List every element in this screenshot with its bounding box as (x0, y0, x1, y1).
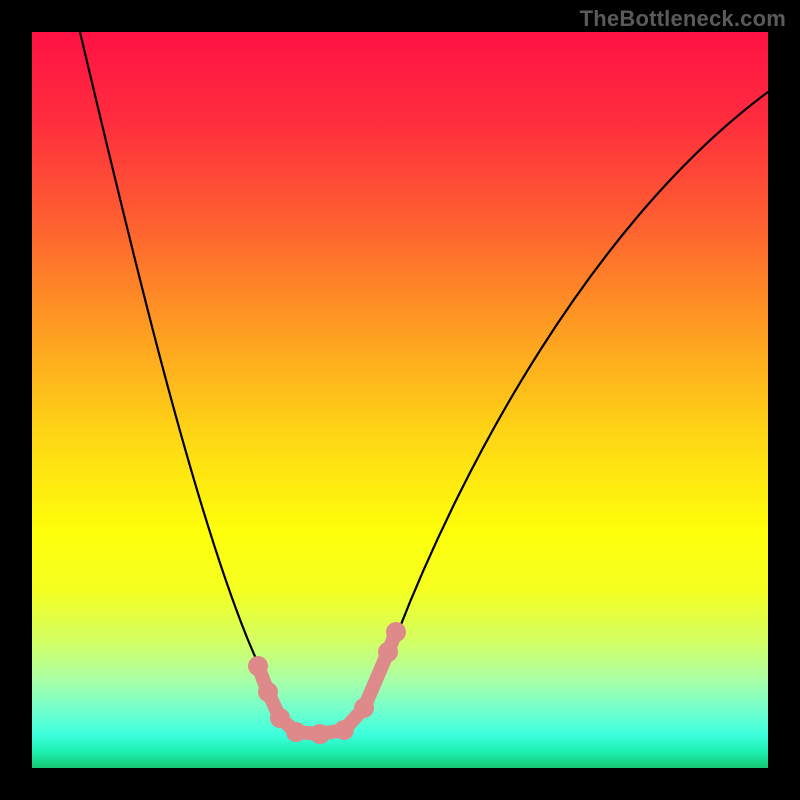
watermark-text: TheBottleneck.com (580, 6, 786, 32)
marker-dot (354, 698, 374, 718)
marker-group (248, 622, 406, 744)
marker-dot (270, 708, 290, 728)
bottleneck-curve (80, 32, 768, 734)
marker-dot (378, 642, 398, 662)
marker-dot (386, 622, 406, 642)
marker-dot (334, 720, 354, 740)
plot-area (32, 32, 768, 768)
marker-dot (258, 682, 278, 702)
marker-dot (286, 722, 306, 742)
chart-svg (32, 32, 768, 768)
marker-dot (310, 724, 330, 744)
marker-dot (248, 656, 268, 676)
